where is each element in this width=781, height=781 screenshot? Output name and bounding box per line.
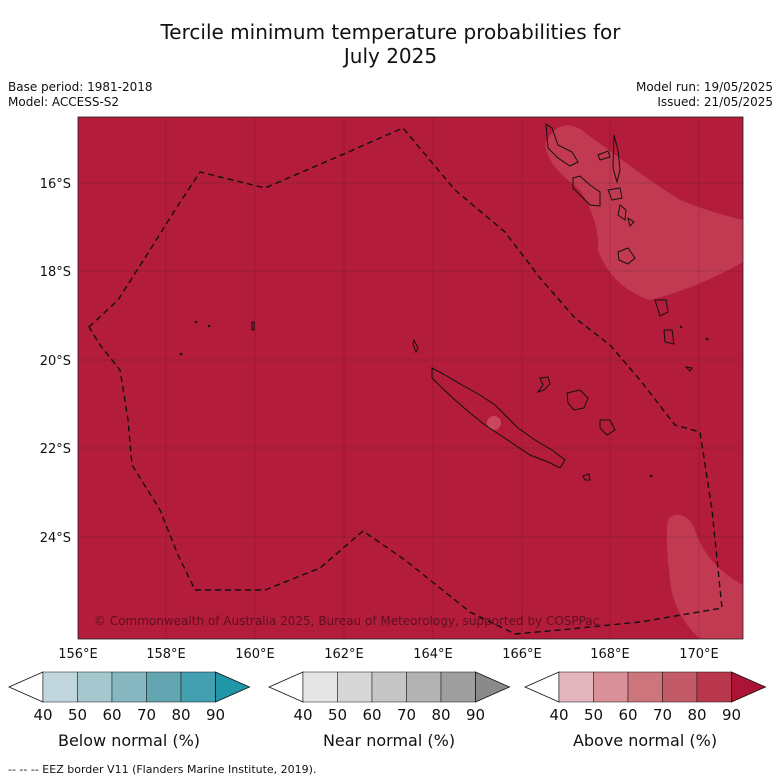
model-info: Base period: 1981-2018 Model: ACCESS-S2: [8, 80, 153, 110]
lon-label: 164°E: [413, 647, 453, 662]
model-run-date: Model run: 19/05/2025: [635, 80, 773, 94]
below-colorbar-segment: [111, 671, 147, 703]
lat-label: 16°S: [40, 177, 71, 192]
below-colorbar-segment: [146, 671, 182, 703]
near-colorbar-segment: [406, 671, 442, 703]
graticule: [78, 117, 743, 639]
copyright-text: © Commonwealth of Australia 2025, Bureau…: [94, 614, 599, 628]
below-colorbar-tick: 60: [102, 706, 121, 724]
near-colorbar-tick: 40: [293, 706, 312, 724]
issued-date: Issued: 21/05/2025: [657, 95, 773, 109]
near-colorbar-tick: 60: [362, 706, 381, 724]
lighter-region-south-east: [666, 514, 743, 639]
lighter-region-north-east: [545, 125, 743, 301]
near-colorbar-segment: [337, 671, 373, 703]
near-colorbar-tick: 70: [397, 706, 416, 724]
above-colorbar-tick: 80: [687, 706, 706, 724]
title-line-2: July 2025: [343, 44, 438, 68]
below-colorbar-tick: 50: [68, 706, 87, 724]
base-period: Base period: 1981-2018: [8, 80, 153, 94]
lon-label: 166°E: [502, 647, 542, 662]
above-colorbar-tick: 70: [653, 706, 672, 724]
above-colorbar-tick: 90: [722, 706, 741, 724]
above-colorbar-segment: [627, 671, 663, 703]
vanuatu-islands: [545, 123, 693, 372]
below-colorbar-segment: [42, 671, 78, 703]
above-colorbar-high-extension: [731, 671, 767, 703]
map-title: Tercile minimum temperature probabilitie…: [0, 20, 781, 68]
small-islands-west: [179, 320, 709, 478]
near-colorbar-segment: [440, 671, 476, 703]
lon-label: 158°E: [146, 647, 186, 662]
lat-label: 18°S: [40, 265, 71, 280]
near-colorbar-high-extension: [475, 671, 511, 703]
below-colorbar-segment: [77, 671, 113, 703]
ouvea-island: [536, 376, 551, 393]
above-colorbar-tick: 50: [584, 706, 603, 724]
belep-islands: [412, 338, 419, 354]
near-colorbar-segment: [302, 671, 338, 703]
near-colorbar-tick: 80: [431, 706, 450, 724]
lifou-island: [566, 389, 589, 411]
above-colorbar-tick: 60: [618, 706, 637, 724]
above-normal-label: Above normal (%): [572, 731, 718, 750]
lat-label: 20°S: [40, 354, 71, 369]
map-frame: [77, 116, 744, 640]
title-line-1: Tercile minimum temperature probabilitie…: [160, 20, 621, 44]
above-colorbar-segment: [593, 671, 629, 703]
near-colorbar-segment: [371, 671, 407, 703]
lon-label: 156°E: [58, 647, 98, 662]
latitude-labels: 16°S 18°S 20°S 22°S 24°S: [40, 177, 71, 546]
new-caledonia-island: [431, 367, 566, 469]
below-colorbar-tick: 90: [206, 706, 225, 724]
lon-label: 170°E: [679, 647, 719, 662]
lon-label: 162°E: [324, 647, 364, 662]
above-colorbar-segment: [662, 671, 698, 703]
model-name: Model: ACCESS-S2: [8, 95, 120, 109]
below-colorbar-tick: 70: [137, 706, 156, 724]
below-colorbar-tick: 40: [33, 706, 52, 724]
above-colorbar-tick: 40: [549, 706, 568, 724]
near-colorbar-tick: 50: [328, 706, 347, 724]
eez-border: [88, 127, 723, 635]
colorbars: 40 50 60 70 80 90 40 50 60 70 80 90 40 50 60 70 80 90: [8, 671, 767, 724]
lighter-spot: [487, 416, 501, 430]
below-colorbar-tick: 80: [171, 706, 190, 724]
above-colorbar-segment: [696, 671, 732, 703]
isle-of-pines: [582, 473, 591, 481]
lat-label: 24°S: [40, 531, 71, 546]
lat-label: 22°S: [40, 442, 71, 457]
run-info: Model run: 19/05/2025 Issued: 21/05/2025: [636, 80, 773, 110]
below-colorbar-low-extension: [8, 671, 44, 703]
below-colorbar-high-extension: [215, 671, 251, 703]
longitude-labels: 156°E 158°E 160°E 162°E 164°E 166°E 168°…: [58, 647, 719, 662]
lon-label: 168°E: [590, 647, 630, 662]
mare-island: [599, 419, 616, 436]
near-colorbar-tick: 90: [466, 706, 485, 724]
eez-footnote: -- -- -- EEZ border V11 (Flanders Marine…: [8, 763, 317, 776]
lon-label: 160°E: [235, 647, 275, 662]
near-normal-label: Near normal (%): [322, 731, 456, 750]
below-colorbar-segment: [180, 671, 216, 703]
near-colorbar-low-extension: [268, 671, 304, 703]
below-normal-label: Below normal (%): [57, 731, 201, 750]
above-colorbar-segment: [558, 671, 594, 703]
above-colorbar-low-extension: [524, 671, 560, 703]
